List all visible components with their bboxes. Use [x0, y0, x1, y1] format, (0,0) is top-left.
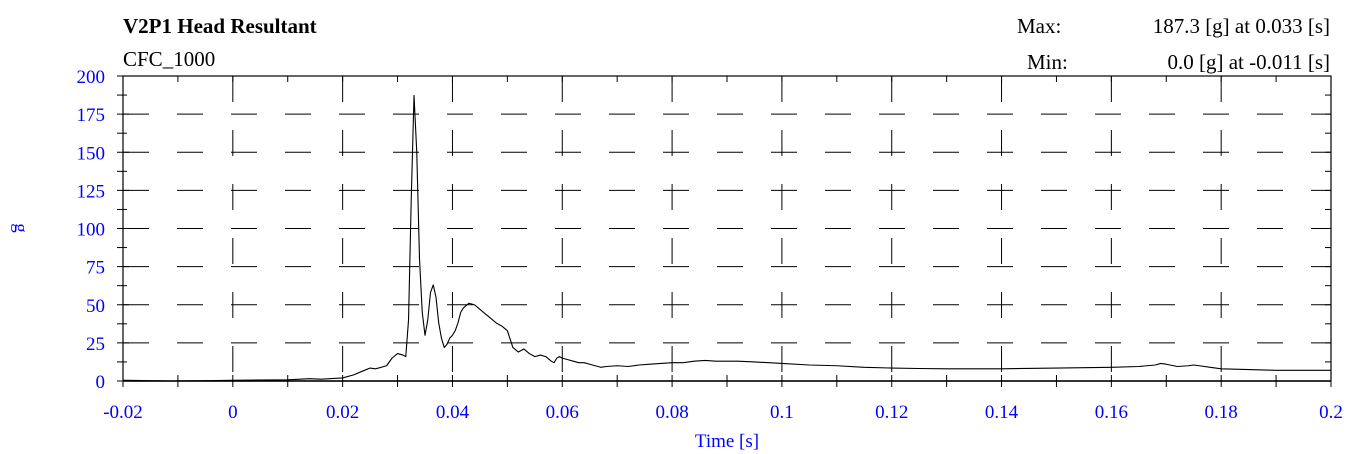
y-tick-label: 100	[77, 220, 106, 241]
x-tick-label: 0	[228, 402, 238, 423]
grid	[123, 76, 1331, 381]
y-tick-label: 0	[96, 372, 106, 393]
max-value: 187.3 [g] at 0.033 [s]	[1152, 14, 1330, 38]
x-tick-label: 0.04	[436, 402, 470, 423]
min-label: Min:	[1027, 50, 1068, 74]
x-tick-labels: -0.02 0 0.02 0.04 0.06 0.08 0.1 0.12 0.14 0.16 0.1…	[103, 402, 1343, 423]
min-value: 0.0 [g] at -0.011 [s]	[1167, 50, 1330, 74]
x-tick-label: 0.2	[1319, 402, 1343, 423]
x-tick-label: 0.14	[985, 402, 1019, 423]
y-tick-labels: 0 25 50 75 100 125 150 175 200	[77, 67, 106, 393]
y-tick-label: 25	[86, 334, 105, 355]
x-axis-title: Time [s]	[695, 431, 759, 452]
minor-ticks	[117, 75, 1332, 387]
x-tick-label: 0.18	[1205, 402, 1238, 423]
y-tick-label: 150	[77, 143, 106, 164]
filter-label: CFC_1000	[123, 47, 216, 71]
x-tick-label: 0.06	[546, 402, 579, 423]
y-axis-title: g	[10, 223, 31, 233]
x-tick-label: -0.02	[103, 402, 143, 423]
y-tick-label: 175	[77, 105, 106, 126]
x-tick-label: 0.1	[770, 402, 794, 423]
series-line-head-resultant	[122, 94, 1331, 382]
y-tick-label: 75	[86, 258, 105, 279]
max-label: Max:	[1017, 14, 1062, 38]
y-tick-label: 50	[86, 296, 105, 317]
y-tick-label: 125	[77, 181, 106, 202]
chart-title: V2P1 Head Resultant	[123, 14, 317, 38]
x-tick-label: 0.08	[655, 402, 688, 423]
x-tick-label: 0.16	[1095, 402, 1128, 423]
x-tick-label: 0.12	[875, 402, 908, 423]
x-tick-label: 0.02	[326, 402, 359, 423]
y-tick-label: 200	[77, 67, 106, 88]
